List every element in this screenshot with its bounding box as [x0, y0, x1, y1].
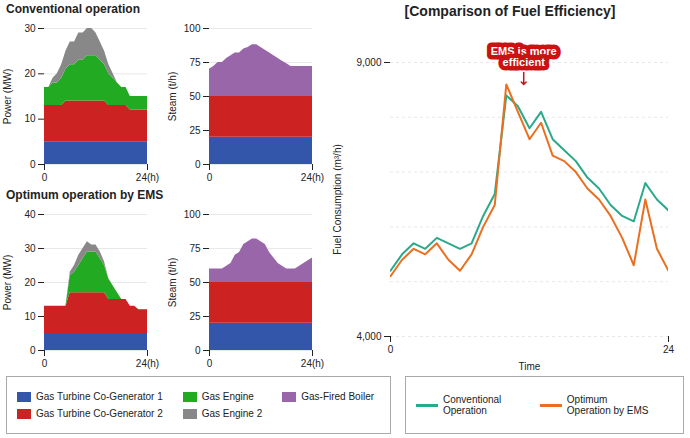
html-text:Gas Turbine Co-Generator 2: Gas Turbine Co-Generator 2: [36, 408, 163, 419]
svg-text:50: 50: [189, 91, 201, 102]
svg-text:25: 25: [189, 311, 201, 322]
html-text:Conventional Operation: Conventional Operation: [443, 394, 502, 416]
svg-text:24(h): 24(h): [301, 358, 324, 369]
svg-text:9,000: 9,000: [356, 57, 381, 68]
html-text:[Comparison of Fuel Efficiency: [Comparison of Fuel Efficiency]: [404, 3, 616, 19]
svg-text:0: 0: [195, 345, 201, 356]
svg-text:Steam (t/h): Steam (t/h): [167, 258, 178, 307]
svg-text:50: 50: [189, 277, 201, 288]
svg-text:10: 10: [24, 311, 36, 322]
svg-text:25: 25: [189, 125, 201, 136]
html-text:Gas Engine: Gas Engine: [201, 391, 254, 402]
svg-text:Steam (t/h): Steam (t/h): [167, 72, 178, 121]
svg-text:0: 0: [207, 358, 213, 369]
svg-text:0: 0: [42, 358, 48, 369]
svg-text:24(h): 24(h): [136, 172, 159, 183]
svg-text:24: 24: [663, 344, 675, 355]
svg-text:20: 20: [24, 277, 36, 288]
svg-text:0: 0: [195, 159, 201, 170]
html-text:Gas Engine 2: Gas Engine 2: [201, 408, 263, 419]
svg-text:4,000: 4,000: [356, 331, 381, 342]
svg-text:Time: Time: [519, 361, 541, 372]
svg-text:0: 0: [42, 172, 48, 183]
svg-text:Power (MW): Power (MW): [2, 69, 13, 125]
svg-text:24(h): 24(h): [136, 358, 159, 369]
html-text:Optimum operation by EMS: Optimum operation by EMS: [6, 188, 164, 202]
svg-text:20: 20: [24, 68, 36, 79]
svg-text:30: 30: [24, 23, 36, 34]
svg-text:75: 75: [189, 243, 201, 254]
svg-text:0: 0: [30, 345, 36, 356]
html-text:Conventional operation: Conventional operation: [6, 2, 140, 16]
svg-text:10: 10: [24, 113, 36, 124]
svg-text:30: 30: [24, 243, 36, 254]
svg-text:0: 0: [30, 159, 36, 170]
svg-text:75: 75: [189, 57, 201, 68]
svg-text:0: 0: [388, 344, 394, 355]
html-text:Gas Turbine Co-Generator 1: Gas Turbine Co-Generator 1: [36, 391, 163, 402]
svg-text:100: 100: [184, 23, 201, 34]
html-text:Optimum Operation by EMS: Optimum Operation by EMS: [566, 394, 649, 416]
svg-text:100: 100: [184, 209, 201, 220]
svg-text:24(h): 24(h): [301, 172, 324, 183]
svg-text:Fuel Consumption (m³/h): Fuel Consumption (m³/h): [332, 144, 343, 255]
svg-text:EMS is moreefficient: EMS is moreefficient: [491, 45, 557, 68]
svg-text:0: 0: [207, 172, 213, 183]
svg-text:Power (MW): Power (MW): [2, 255, 13, 311]
html-text:Gas-Fired Boiler: Gas-Fired Boiler: [301, 391, 374, 402]
svg-text:40: 40: [24, 209, 36, 220]
